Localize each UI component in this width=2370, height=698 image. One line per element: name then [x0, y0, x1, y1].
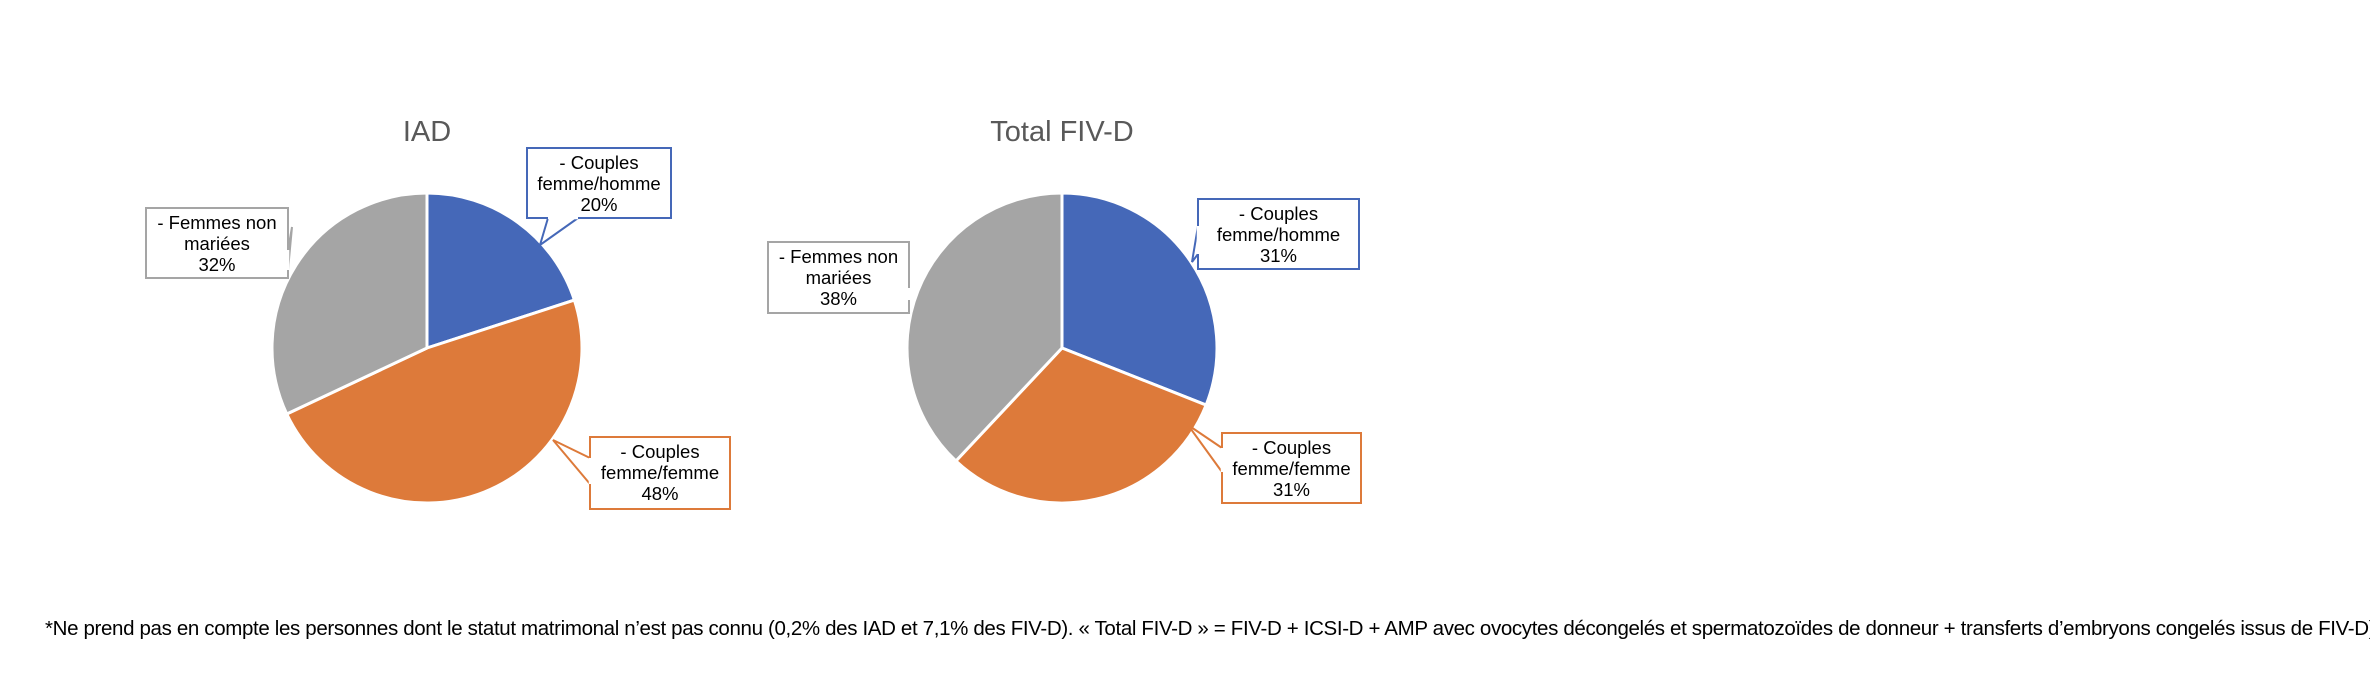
pie-slice: [905, 191, 1064, 463]
slice-name-line: femme/homme: [1217, 224, 1340, 245]
pie-slice: [270, 191, 429, 416]
slice-name-line: - Couples: [559, 152, 638, 173]
pie-slice: [954, 346, 1208, 505]
slice-label-text: - Femmes non mariées 32%: [157, 212, 276, 275]
slice-name-line: mariées: [806, 267, 872, 288]
callout-box: [1221, 432, 1362, 504]
slice-name-line: - Couples: [620, 441, 699, 462]
slice-name-line: femme/homme: [537, 173, 660, 194]
slice-percent: 38%: [820, 288, 857, 309]
callout-box: [589, 436, 731, 510]
slice-label: - Femmes non mariées 38%: [767, 241, 911, 314]
slice-label: - Couples femme/femme 48%: [552, 436, 731, 510]
slice-label: - Couples femme/homme 20%: [526, 147, 672, 248]
slice-label: - Couples femme/homme 31%: [1191, 198, 1360, 270]
slice-label-text: - Couples femme/femme 31%: [1232, 437, 1350, 500]
pie-slice: [425, 191, 576, 350]
pie-chart-2: Total FIV-D- Couples femme/homme 31%- Coup…: [767, 116, 1362, 505]
slice-label: - Femmes non mariées 32%: [145, 207, 293, 279]
slice-label-text: - Femmes non mariées 38%: [779, 246, 898, 309]
slice-name-line: femme/femme: [601, 462, 719, 483]
slice-name-line: - Femmes non: [157, 212, 276, 233]
slice-label: - Couples femme/femme 31%: [1187, 424, 1362, 504]
footnote: *Ne prend pas en compte les personnes do…: [45, 617, 2370, 640]
callout-box: [1197, 198, 1360, 270]
callout-box: [145, 207, 289, 279]
slice-percent: 31%: [1260, 245, 1297, 266]
slice-percent: 31%: [1273, 479, 1310, 500]
slice-name-line: femme/femme: [1232, 458, 1350, 479]
callout-box: [767, 241, 910, 314]
slice-label-text: - Couples femme/femme 48%: [601, 441, 719, 504]
chart-title: Total FIV-D: [990, 116, 1133, 148]
slice-percent: 48%: [641, 483, 678, 504]
callout-pointer: [1191, 225, 1199, 263]
slice-percent: 20%: [580, 194, 617, 215]
slice-name-line: - Femmes non: [779, 246, 898, 267]
pie-chart-1: IAD- Couples femme/homme 20%- Couples femme…: [145, 116, 731, 510]
pie-slice: [285, 298, 584, 505]
slice-label-text: - Couples femme/homme 20%: [537, 152, 660, 215]
slice-percent: 32%: [198, 254, 235, 275]
callout-pointer: [538, 217, 579, 248]
slice-name-line: - Couples: [1252, 437, 1331, 458]
chart-title: IAD: [403, 116, 451, 148]
slice-label-text: - Couples femme/homme 31%: [1217, 203, 1340, 266]
callout-box: [526, 147, 672, 219]
callout-pointer: [1187, 424, 1223, 473]
slice-name-line: - Couples: [1239, 203, 1318, 224]
callout-pointer: [552, 439, 591, 485]
slice-name-line: mariées: [184, 233, 250, 254]
pie-slice: [1060, 191, 1219, 407]
